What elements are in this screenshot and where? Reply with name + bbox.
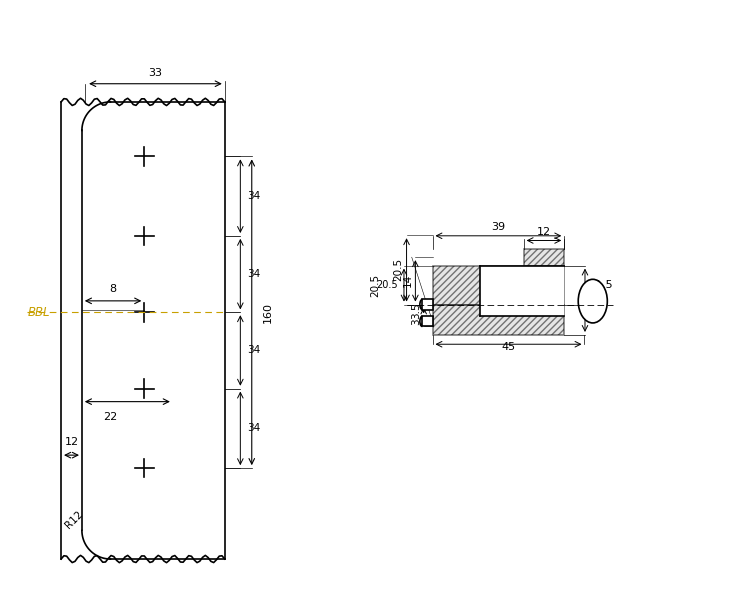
Bar [423,300,433,309]
Text: 14: 14 [403,274,412,287]
Text: BBL: BBL [27,306,50,319]
Text: 11.5: 11.5 [588,280,613,290]
Text: 8: 8 [110,284,117,294]
Text: 34: 34 [247,423,261,434]
Text: 20.5: 20.5 [370,273,380,297]
Text: 34: 34 [247,269,261,279]
Bar [433,304,564,335]
Text: 9: 9 [588,315,596,325]
Text: 34: 34 [247,345,261,356]
Text: 20.5: 20.5 [377,280,398,290]
Bar [433,266,564,304]
Text: 20.5: 20.5 [393,258,403,281]
Ellipse shape [578,280,607,323]
Text: 160: 160 [264,302,273,323]
Bar [480,266,564,316]
Text: 22: 22 [104,412,118,422]
Text: 34: 34 [247,191,261,201]
Text: 12: 12 [64,437,79,448]
Text: 45: 45 [502,342,515,352]
Text: 3.5: 3.5 [412,302,422,319]
Text: 33: 33 [147,68,162,77]
Text: R12: R12 [64,509,85,530]
Bar [423,316,433,326]
Bar [480,276,523,311]
Text: 39: 39 [491,222,505,231]
Text: 12: 12 [537,227,551,237]
Text: 3: 3 [412,318,422,325]
Bar [523,249,564,266]
